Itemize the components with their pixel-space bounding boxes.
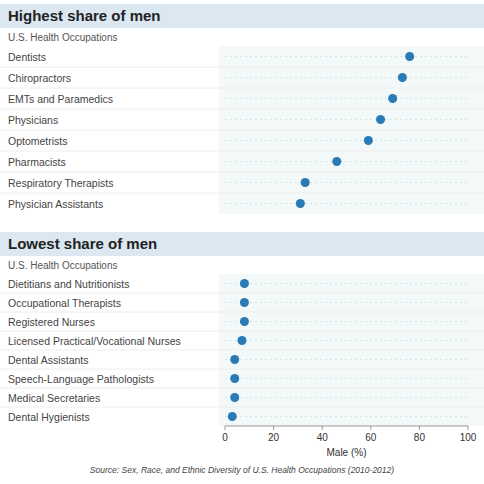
chart: Highest share of men U.S. Health Occupati… (0, 0, 484, 484)
x-tick (322, 426, 323, 430)
dot (228, 412, 237, 421)
row-guide (225, 56, 468, 57)
row-separator (0, 151, 484, 152)
dot (230, 355, 239, 364)
category-label: Medical Secretaries (8, 392, 100, 404)
subtitle: U.S. Health Occupations (8, 260, 118, 271)
category-label: Dentists (8, 51, 46, 63)
category-label: Chiropractors (8, 72, 71, 84)
row-guide (225, 161, 468, 162)
dot (230, 374, 239, 383)
x-tick (273, 426, 274, 430)
x-tick (225, 426, 226, 430)
row-separator (0, 407, 484, 408)
row-guide (225, 359, 468, 360)
dot (388, 94, 397, 103)
category-label: Speech-Language Pathologists (8, 373, 154, 385)
row-separator (0, 350, 484, 351)
category-label: Occupational Therapists (8, 297, 121, 309)
dot (376, 115, 385, 124)
category-label: Registered Nurses (8, 316, 95, 328)
row-separator (0, 67, 484, 68)
x-tick-label: 60 (365, 432, 377, 443)
category-label: Pharmacists (8, 156, 66, 168)
dot (296, 199, 305, 208)
x-tick-label: 20 (268, 432, 280, 443)
dot (332, 157, 341, 166)
category-label: Respiratory Therapists (8, 177, 113, 189)
row-separator (0, 388, 484, 389)
row-guide (225, 283, 468, 284)
row-separator (0, 293, 484, 294)
dot (238, 336, 247, 345)
title-band (0, 4, 484, 28)
dot (405, 52, 414, 61)
row-separator (0, 369, 484, 370)
category-label: Optometrists (8, 135, 68, 147)
row-guide (225, 302, 468, 303)
category-label: Physicians (8, 114, 58, 126)
dot (364, 136, 373, 145)
row-guide (225, 182, 468, 183)
dot (398, 73, 407, 82)
row-guide (225, 140, 468, 141)
row-guide (225, 98, 468, 99)
row-separator (0, 193, 484, 194)
dot (301, 178, 310, 187)
category-label: Dental Assistants (8, 354, 89, 366)
row-separator (0, 88, 484, 89)
category-label: Dental Hygienists (8, 411, 90, 423)
row-separator (0, 331, 484, 332)
x-tick (419, 426, 420, 430)
x-tick-label: 100 (460, 432, 477, 443)
category-label: Dietitians and Nutritionists (8, 278, 129, 290)
category-label: Licensed Practical/Vocational Nurses (8, 335, 181, 347)
row-guide (225, 321, 468, 322)
row-guide (225, 203, 468, 204)
row-separator (0, 109, 484, 110)
x-tick-label: 40 (317, 432, 329, 443)
row-guide (225, 416, 468, 417)
dot (240, 317, 249, 326)
category-label: Physician Assistants (8, 198, 103, 210)
dot (240, 298, 249, 307)
category-label: EMTs and Paramedics (8, 93, 113, 105)
title: Lowest share of men (8, 235, 157, 252)
source: Source: Sex, Race, and Ethnic Diversity … (90, 465, 394, 475)
subtitle: U.S. Health Occupations (8, 32, 118, 43)
row-guide (225, 77, 468, 78)
title: Highest share of men (8, 7, 161, 24)
row-separator (0, 130, 484, 131)
x-tick-label: 0 (222, 432, 228, 443)
x-tick-label: 80 (414, 432, 426, 443)
dot (240, 279, 249, 288)
panel: Highest share of men U.S. Health Occupati… (0, 4, 484, 214)
x-axis-label: Male (%) (326, 447, 366, 458)
x-tick (370, 426, 371, 430)
title-band (0, 232, 484, 256)
row-guide (225, 397, 468, 398)
x-axis-line (225, 426, 468, 427)
x-tick (468, 426, 469, 430)
row-separator (0, 172, 484, 173)
row-separator (0, 312, 484, 313)
dot (230, 393, 239, 402)
row-guide (225, 378, 468, 379)
panel: Lowest share of men U.S. Health Occupatio… (0, 232, 484, 475)
row-guide (225, 340, 468, 341)
row-guide (225, 119, 468, 120)
